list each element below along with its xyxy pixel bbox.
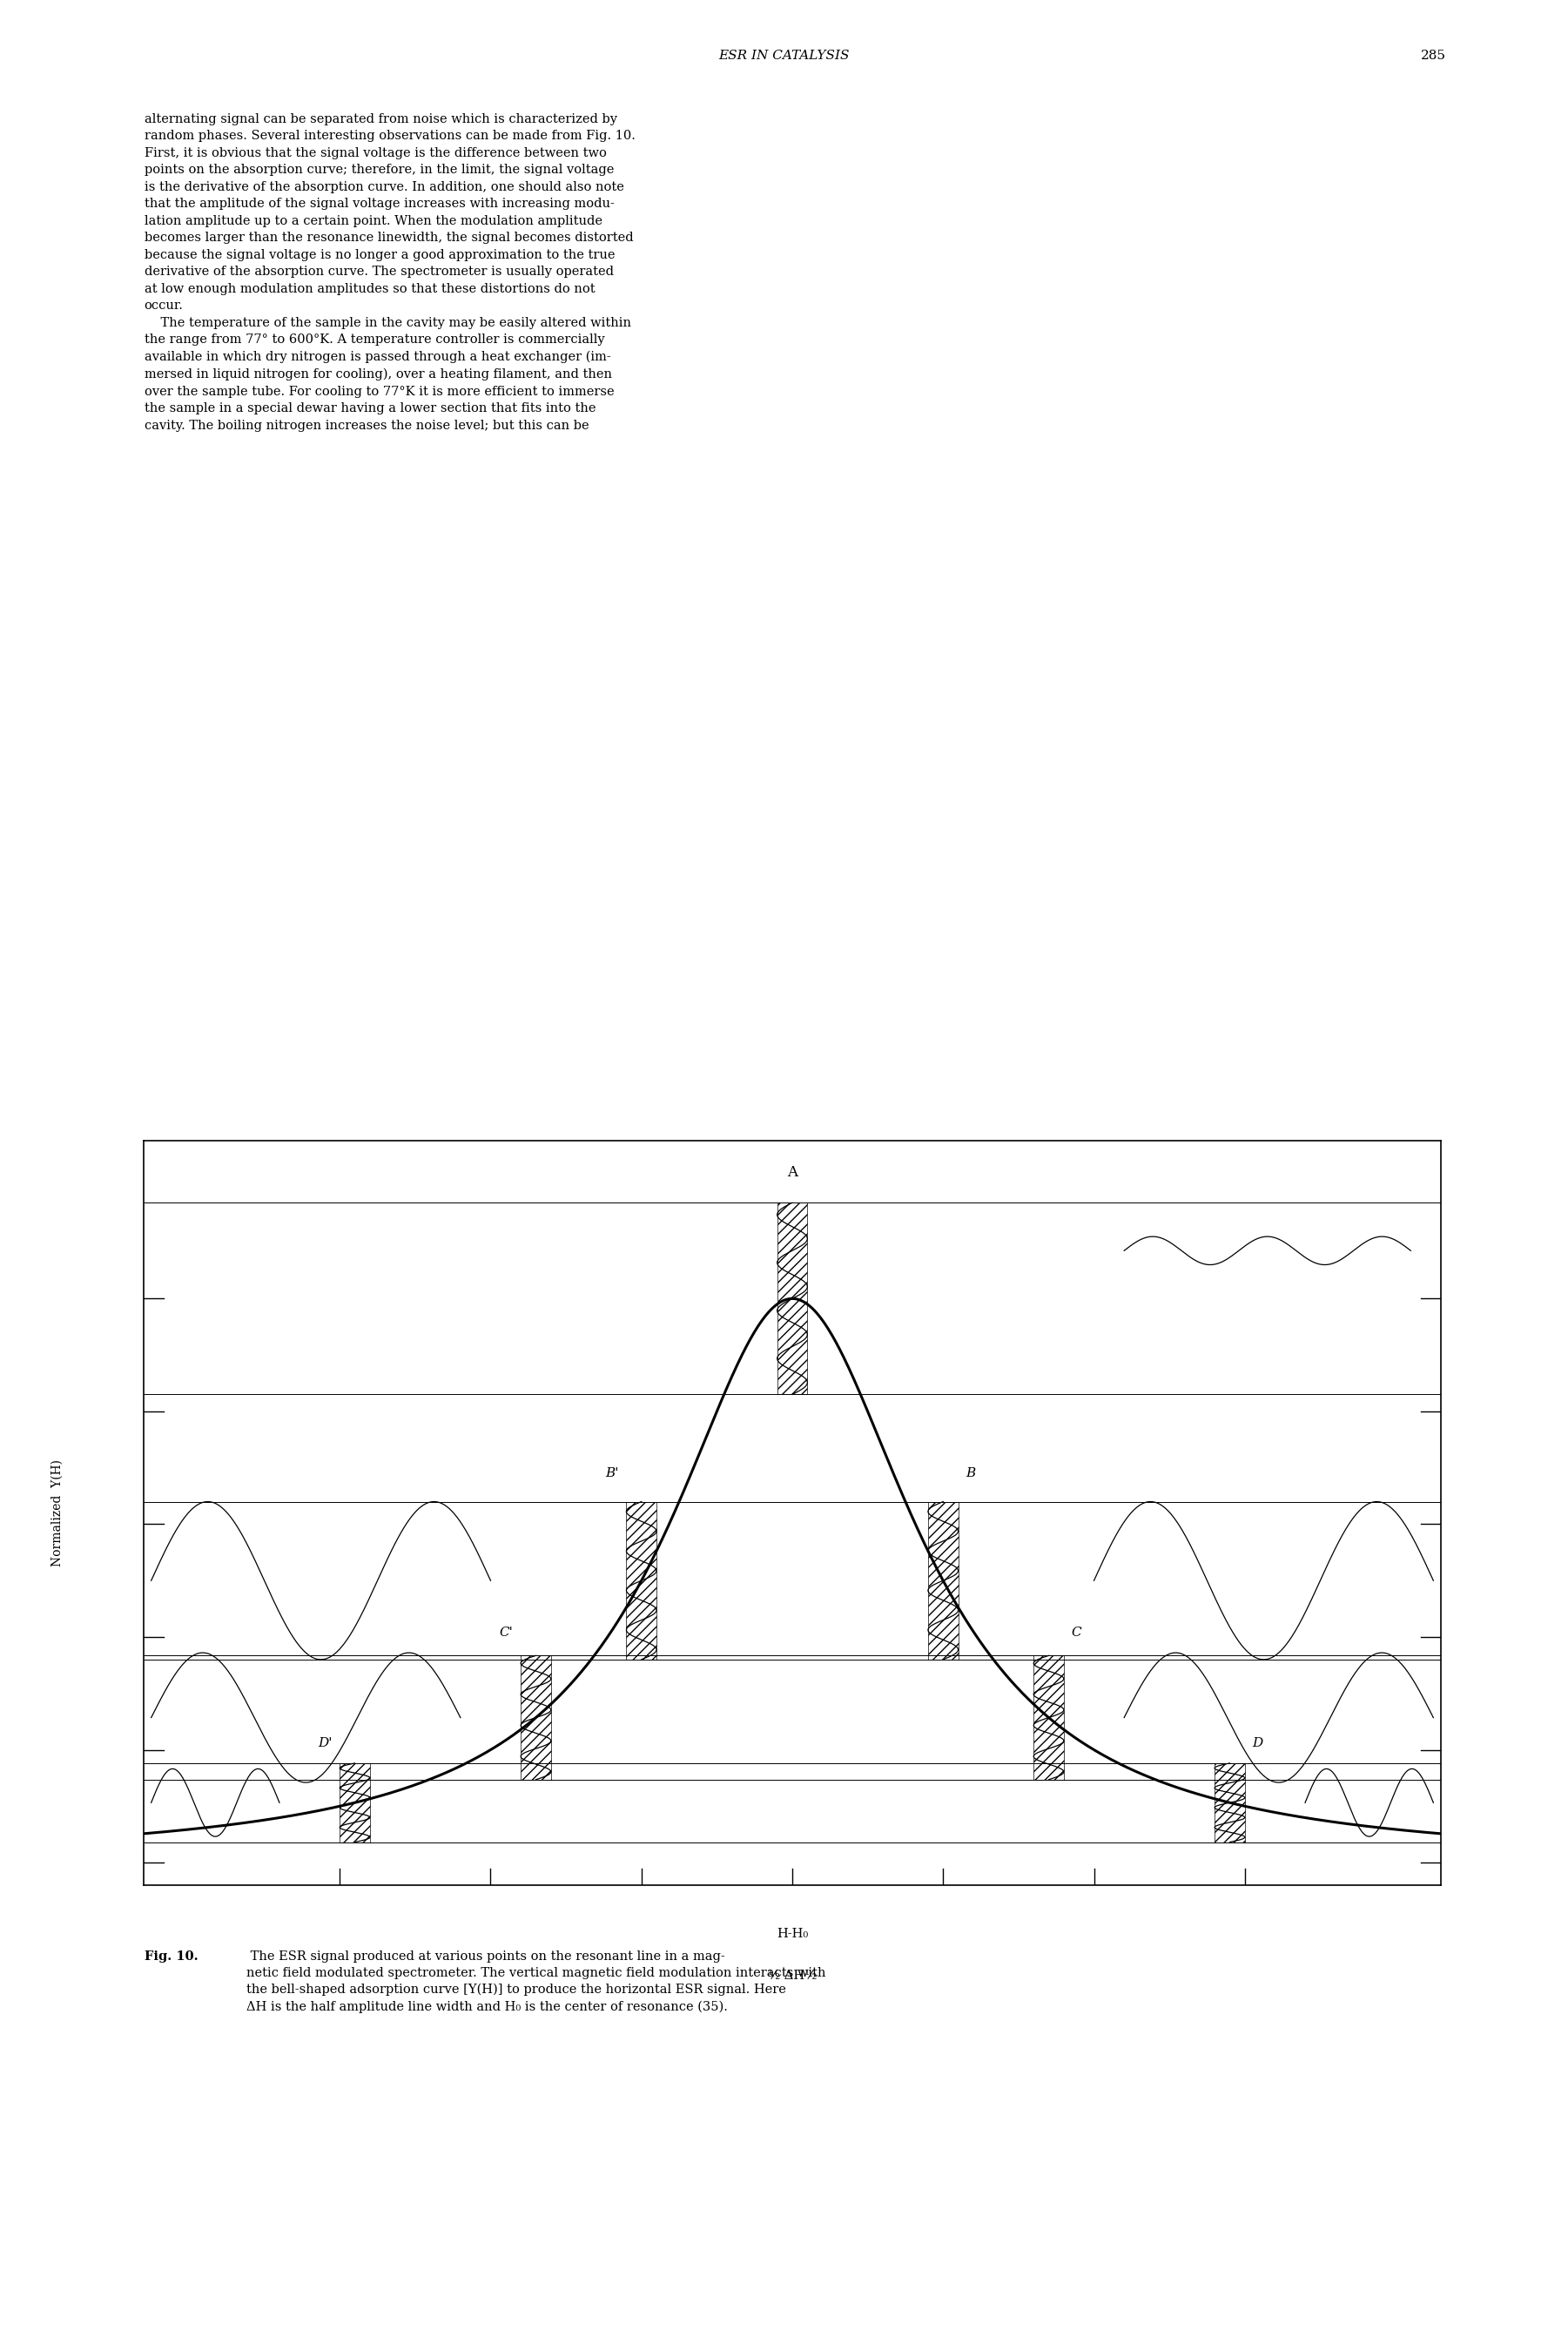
Bar: [778, 1204, 808, 1394]
Text: C': C': [499, 1627, 513, 1639]
Bar: [521, 1655, 550, 1780]
Text: ESR IN CATALYSIS: ESR IN CATALYSIS: [718, 49, 850, 61]
Text: B: B: [966, 1467, 975, 1479]
Bar: [340, 1763, 370, 1843]
Bar: [626, 1502, 657, 1660]
Bar: [1033, 1655, 1063, 1780]
Bar: [928, 1502, 958, 1660]
Text: C: C: [1071, 1627, 1082, 1639]
Text: H-H₀: H-H₀: [776, 1928, 808, 1940]
Bar: [1215, 1763, 1245, 1843]
Text: 285: 285: [1421, 49, 1446, 61]
Text: D: D: [1253, 1737, 1262, 1749]
Text: Fig. 10.: Fig. 10.: [144, 1951, 198, 1963]
Text: ½ ΔH½: ½ ΔH½: [768, 1970, 817, 1982]
Text: B': B': [605, 1467, 619, 1479]
Text: D': D': [318, 1737, 332, 1749]
Text: Normalized  Y(H): Normalized Y(H): [52, 1460, 64, 1566]
Text: alternating signal can be separated from noise which is characterized by
random : alternating signal can be separated from…: [144, 113, 635, 433]
Text: A: A: [787, 1166, 798, 1180]
Text: The ESR signal produced at various points on the resonant line in a mag-
netic f: The ESR signal produced at various point…: [246, 1951, 826, 2012]
